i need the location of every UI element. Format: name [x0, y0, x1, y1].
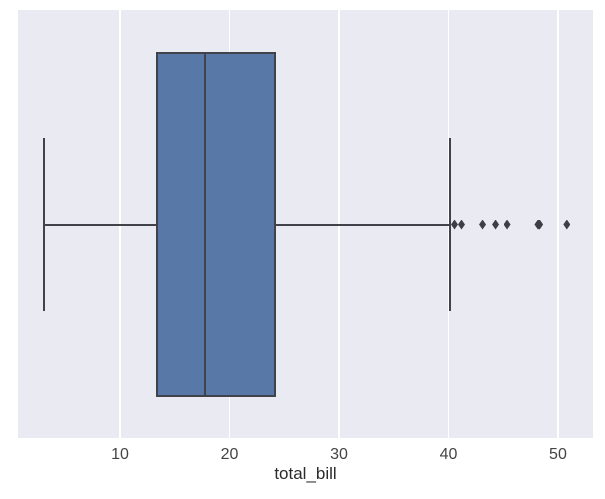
median-line	[204, 52, 207, 397]
outlier-point	[458, 219, 465, 230]
outlier-point	[503, 219, 511, 230]
plot-area	[18, 10, 593, 438]
upper-whisker-cap	[449, 138, 452, 311]
upper-whisker-line	[274, 223, 451, 226]
outlier-point	[451, 219, 458, 230]
x-tick-label: 10	[111, 446, 129, 463]
outlier-point	[536, 219, 544, 230]
x-tick-label: 40	[439, 446, 458, 463]
lower-whisker-cap	[43, 138, 46, 311]
x-tick-label: 50	[549, 446, 567, 463]
outlier-point	[563, 219, 571, 230]
gridline	[557, 10, 559, 438]
x-tick-label: 30	[330, 446, 348, 463]
x-axis-label: total_bill	[274, 464, 337, 483]
lower-whisker-line	[44, 223, 157, 226]
x-tick-label: 20	[220, 446, 239, 463]
iqr-box	[155, 52, 276, 397]
outlier-point	[492, 219, 500, 230]
outlier-point	[479, 219, 487, 230]
